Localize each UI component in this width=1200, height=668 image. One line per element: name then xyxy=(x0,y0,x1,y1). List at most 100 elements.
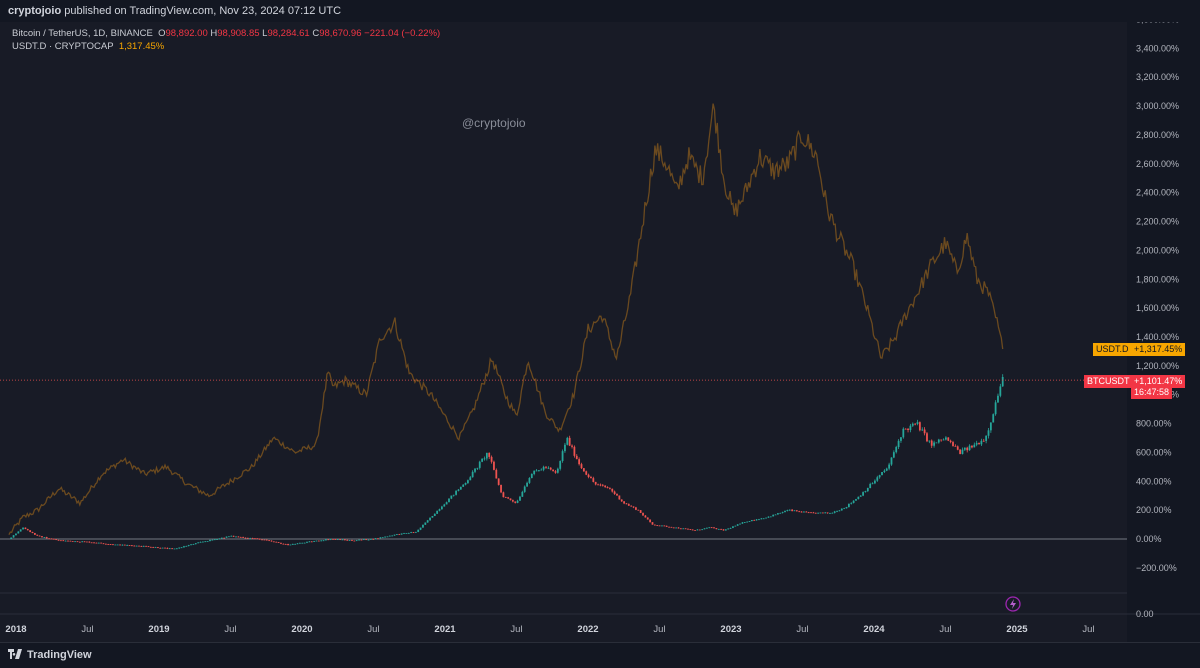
btc-candle-body xyxy=(819,512,822,514)
btc-candle-body xyxy=(258,538,261,540)
btc-candle-body xyxy=(781,512,784,513)
btc-candle-body xyxy=(999,386,1002,396)
btc-candle-body xyxy=(966,447,969,451)
btc-candle-body xyxy=(180,547,183,549)
x-tick-label: 2023 xyxy=(720,624,741,635)
btc-candle-body xyxy=(78,541,81,543)
btc-candle-body xyxy=(630,505,633,507)
x-tick-label: Jul xyxy=(796,624,808,635)
y-tick-label: 2,400.00% xyxy=(1136,188,1179,198)
overlay-value: 1,317.45% xyxy=(118,41,165,52)
btc-candle-body xyxy=(923,429,926,434)
main-series-legend[interactable]: Bitcoin / TetherUS, 1D, BINANCE O98,892.… xyxy=(12,28,440,39)
btc-candle-body xyxy=(748,521,751,522)
btc-candle-body xyxy=(627,504,630,506)
overlay-symbol: USDT.D · CRYPTOCAP xyxy=(12,41,114,52)
btc-candle-body xyxy=(545,466,547,468)
btc-candle-body xyxy=(578,459,581,465)
btc-candle-body xyxy=(33,533,36,535)
y-tick-label: 1,600.00% xyxy=(1136,303,1179,313)
x-tick-label: Jul xyxy=(939,624,951,635)
btc-candle-body xyxy=(211,539,214,541)
tradingview-brand[interactable]: TradingView xyxy=(8,649,92,661)
legend-open-label: O xyxy=(158,28,166,39)
btc-candle-body xyxy=(29,530,32,532)
chart-pane[interactable]: 3,600.00% 3,400.00% 3,200.00% 3,000.00% 2,80… xyxy=(0,22,1200,642)
btc-candle-body xyxy=(135,545,138,547)
price-chart[interactable]: 3,600.00% 3,400.00% 3,200.00% 3,000.00% 2,80… xyxy=(0,22,1200,642)
btc-candle-body xyxy=(301,542,304,544)
btc-candle-body xyxy=(900,437,902,441)
btc-candle-body xyxy=(242,537,245,538)
btc-candle-body xyxy=(677,527,680,529)
btc-candle-body xyxy=(729,527,732,529)
btc-candle-body xyxy=(69,540,72,542)
btc-candle-body xyxy=(878,475,881,478)
btc-candle-body xyxy=(199,541,202,543)
btc-candle-body xyxy=(419,527,422,530)
btc-candle-body xyxy=(192,544,195,545)
btc-candle-body xyxy=(601,484,604,486)
btc-candle-body xyxy=(556,468,559,473)
btc-candle-body xyxy=(902,428,905,438)
btc-candle-body xyxy=(220,537,223,539)
btc-candle-body xyxy=(60,540,62,542)
btc-candle-body xyxy=(971,445,973,448)
btc-candle-body xyxy=(341,539,344,541)
btc-candle-body xyxy=(798,511,801,513)
btc-candle-body xyxy=(443,504,446,507)
y-tick-label: 600.00% xyxy=(1136,447,1172,457)
btc-candle-body xyxy=(360,539,363,541)
btc-candle-body xyxy=(670,526,673,528)
btc-candle-body xyxy=(530,473,533,479)
btc-candle-body xyxy=(616,493,618,496)
btc-candle-body xyxy=(561,451,564,462)
btc-candle-body xyxy=(90,542,93,544)
btc-candle-body xyxy=(391,535,394,537)
btc-candle-body xyxy=(500,484,502,493)
btc-candle-body xyxy=(38,535,41,537)
btc-candle-body xyxy=(154,547,157,548)
btc-candle-body xyxy=(587,474,590,477)
btc-candle-body xyxy=(336,539,339,541)
btc-candle-body xyxy=(187,545,190,546)
btc-candle-body xyxy=(166,547,169,549)
btc-candle-body xyxy=(831,512,834,514)
btc-candle-body xyxy=(559,461,562,469)
btc-candle-body xyxy=(604,485,607,488)
x-tick-label: Jul xyxy=(653,624,665,635)
btc-candle-body xyxy=(159,547,162,549)
btc-candle-body xyxy=(213,539,216,541)
btc-candle-body xyxy=(786,510,789,512)
btc-candle-body xyxy=(261,539,263,541)
btc-candle-body xyxy=(45,537,48,539)
btc-candle-body xyxy=(514,501,517,503)
btc-candle-body xyxy=(538,470,540,471)
btc-candle-body xyxy=(232,535,235,537)
btc-candle-body xyxy=(997,395,999,403)
publish-header: cryptojoio published on TradingView.com,… xyxy=(0,0,1200,22)
btc-candle-body xyxy=(741,522,744,524)
btc-candle-body xyxy=(992,414,995,423)
btc-candle-body xyxy=(488,452,491,457)
publish-text: published on TradingView.com, Nov 23, 20… xyxy=(64,5,342,17)
btc-candle-body xyxy=(720,528,723,530)
btc-candle-body xyxy=(339,539,342,541)
btc-candle-body xyxy=(140,546,143,547)
btc-candle-body xyxy=(594,481,597,485)
btc-candle-body xyxy=(268,540,271,542)
btc-candle-body xyxy=(433,513,436,516)
overlay-series-legend[interactable]: USDT.D · CRYPTOCAP 1,317.45% xyxy=(12,41,164,52)
btc-candle-body xyxy=(644,515,647,518)
btc-candle-body xyxy=(43,537,46,538)
legend-close-label: C xyxy=(312,28,320,39)
btc-candle-body xyxy=(123,544,126,546)
btc-candle-body xyxy=(209,539,211,542)
publisher-name[interactable]: cryptojoio xyxy=(8,5,62,17)
btc-candle-body xyxy=(424,522,427,525)
btc-candle-body xyxy=(672,527,675,529)
btc-candle-body xyxy=(511,500,514,502)
btc-candle-body xyxy=(717,528,720,530)
btc-candle-body xyxy=(142,545,145,547)
btc-candle-body xyxy=(597,484,599,486)
